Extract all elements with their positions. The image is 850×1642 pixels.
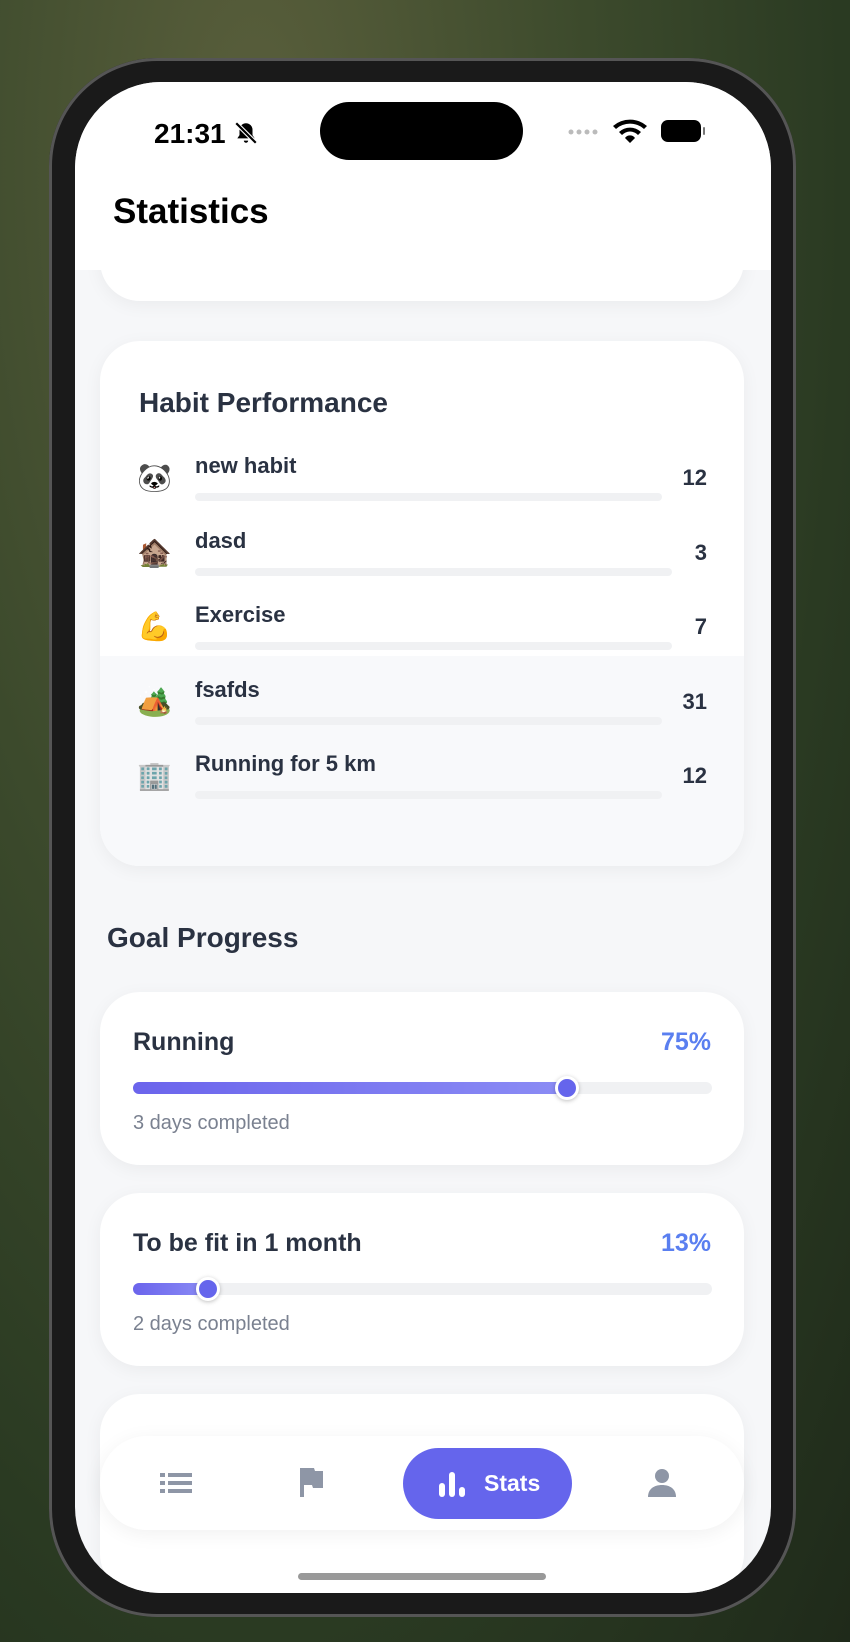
- habit-count: 7: [694, 614, 707, 639]
- habit-count: 3: [694, 539, 707, 565]
- stats-icon: [439, 1472, 465, 1497]
- goal-name: Running: [133, 1028, 235, 1056]
- tab-goals[interactable]: [297, 1466, 325, 1498]
- goal-bar: [133, 1283, 209, 1295]
- section-title: Habit Performance: [139, 387, 388, 418]
- habit-icon: 💪: [137, 611, 172, 642]
- goal-name: To be fit in 1 month: [133, 1229, 362, 1257]
- tab-list[interactable]: [160, 1468, 192, 1498]
- row-highlight: [100, 656, 744, 866]
- goal-bar: [133, 1082, 568, 1094]
- habit-track: [195, 642, 672, 650]
- tab-profile[interactable]: [648, 1468, 676, 1498]
- habit-icon: 🐼: [137, 462, 172, 493]
- home-indicator: [298, 1573, 546, 1580]
- habit-icon: 🏕️: [137, 685, 172, 717]
- goal-card: To be fit in 1 month 13% 2 days completed: [100, 1193, 744, 1366]
- page-title: Statistics: [113, 192, 269, 231]
- habit-name: Exercise: [195, 602, 286, 627]
- goal-days: 2 days completed: [133, 1313, 290, 1335]
- tab-bar: Stats: [100, 1436, 744, 1530]
- goal-percent: 13%: [660, 1229, 711, 1257]
- goal-thumb: [196, 1277, 221, 1301]
- habit-count: 31: [682, 688, 707, 714]
- goal-days: 3 days completed: [133, 1112, 290, 1134]
- habit-card: Habit Performance 🐼 new habit 12 🏚️ dasd 3 💪 Ex…: [100, 341, 744, 866]
- habit-icon: 🏢: [137, 760, 172, 791]
- habit-count: 12: [682, 763, 707, 788]
- goal-track: [133, 1076, 712, 1100]
- screen: 21:31 Statistics Habit Performance 🐼 new …: [75, 82, 771, 1593]
- dynamic-island: [320, 102, 523, 160]
- habit-name: dasd: [195, 527, 247, 553]
- goal-percent: 75%: [660, 1028, 711, 1056]
- tab-stats[interactable]: Stats: [403, 1448, 572, 1519]
- habit-name: Running for 5 km: [195, 751, 376, 776]
- goal-thumb: [555, 1076, 580, 1100]
- habit-track: [195, 791, 662, 799]
- habit-track: [195, 716, 662, 725]
- habit-icon: 🏚️: [137, 536, 172, 568]
- habit-track: [195, 567, 672, 576]
- habit-track: [195, 493, 662, 501]
- goal-card: Running 75% 3 days completed: [100, 992, 744, 1165]
- habit-name: new habit: [195, 453, 297, 478]
- tab-label: Stats: [484, 1470, 541, 1496]
- section-title: Goal Progress: [107, 922, 299, 953]
- habit-count: 12: [682, 465, 707, 490]
- time: 21:31: [154, 118, 226, 149]
- status-icons: [568, 119, 705, 143]
- goal-track: [133, 1277, 712, 1301]
- habit-name: fsafds: [195, 676, 260, 702]
- mute-icon: [234, 121, 258, 145]
